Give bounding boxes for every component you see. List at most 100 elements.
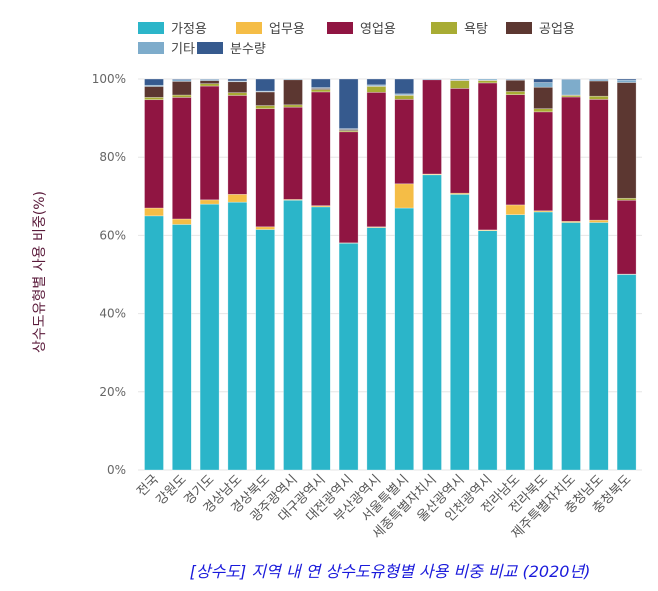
bar-segment-가정용 xyxy=(533,211,554,471)
legend-swatch xyxy=(138,42,164,54)
bar-segment-가정용 xyxy=(199,203,220,471)
bar-segment-영업용 xyxy=(394,99,415,185)
bar-segment-영업용 xyxy=(366,91,387,228)
bar-segment-욕탕 xyxy=(255,105,275,110)
bar-segment-공업용 xyxy=(172,81,192,96)
bar-segment-업무용 xyxy=(505,204,526,215)
bar-segment-기타 xyxy=(477,78,498,81)
bar-segment-영업용 xyxy=(144,99,164,209)
bar-segment-가정용 xyxy=(144,215,164,471)
bar-segment-공업용 xyxy=(283,79,303,106)
bar-segment-영업용 xyxy=(255,108,275,228)
bar-segment-가정용 xyxy=(505,214,526,471)
y-tick-label: 80% xyxy=(99,150,126,164)
bar-segment-업무용 xyxy=(227,194,248,203)
bar-segment-분수량 xyxy=(394,78,415,95)
legend-label: 기타 xyxy=(171,42,195,57)
bar-segment-기타 xyxy=(283,78,303,81)
bar-segment-공업용 xyxy=(144,86,164,98)
bar-segment-영업용 xyxy=(227,95,248,195)
y-tick-label: 0% xyxy=(107,463,126,477)
bar-segment-가정용 xyxy=(422,174,442,471)
bar-segment-영업용 xyxy=(449,88,470,194)
bar-segment-영업용 xyxy=(310,91,331,206)
y-tick-label: 20% xyxy=(99,385,126,399)
bar-segment-공업용 xyxy=(505,79,526,92)
bar-segment-영업용 xyxy=(561,96,581,222)
bar-segment-공업용 xyxy=(533,86,554,110)
bar-segment-가정용 xyxy=(255,229,275,471)
bar-segment-가정용 xyxy=(338,242,359,471)
bar-segment-영업용 xyxy=(533,111,554,212)
bar-segment-영업용 xyxy=(588,99,609,221)
bar-segment-영업용 xyxy=(338,131,359,244)
legend-swatch xyxy=(138,22,164,34)
bar-segment-가정용 xyxy=(477,230,498,471)
bar-segment-욕탕 xyxy=(227,92,248,96)
bar-segment-공업용 xyxy=(255,91,275,106)
legend-label: 가정용 xyxy=(171,22,207,37)
bar-segment-기타 xyxy=(422,78,442,81)
bar-segment-기타 xyxy=(449,78,470,81)
bar-segment-욕탕 xyxy=(172,94,192,98)
bar-segment-욕탕 xyxy=(310,89,331,93)
bar-segment-영업용 xyxy=(477,82,498,231)
bar-segment-업무용 xyxy=(199,199,220,205)
bar-segment-가정용 xyxy=(310,206,331,471)
bar-segment-분수량 xyxy=(533,78,554,83)
bar-segment-욕탕 xyxy=(505,91,526,95)
bar-segment-영업용 xyxy=(505,94,526,206)
y-tick-label: 40% xyxy=(99,307,126,321)
bar-segment-욕탕 xyxy=(533,108,554,113)
bar-segment-분수량 xyxy=(338,78,359,129)
bar-segment-업무용 xyxy=(144,207,164,217)
bar-segment-업무용 xyxy=(394,183,415,209)
bar-segment-영업용 xyxy=(172,97,192,220)
bar-segment-기타 xyxy=(533,82,554,88)
legend-swatch xyxy=(197,42,223,54)
y-axis-label: 상수도유형별 사용 비중(%) xyxy=(32,191,48,353)
x-tick-label: 강원도 xyxy=(154,472,190,508)
bar-segment-공업용 xyxy=(227,81,248,93)
bar-segment-영업용 xyxy=(616,199,637,275)
chart-title: [상수도] 지역 내 연 상수도유형별 사용 비중 비교 (2020년) xyxy=(189,562,591,581)
bar-segment-분수량 xyxy=(255,78,275,92)
bar-segment-분수량 xyxy=(172,78,192,81)
bar-segment-욕탕 xyxy=(144,97,164,101)
bar-segment-공업용 xyxy=(616,82,637,199)
y-tick-label: 100% xyxy=(92,72,126,86)
bar-segment-분수량 xyxy=(366,78,387,86)
bar-segment-가정용 xyxy=(561,222,581,471)
y-tick-label: 60% xyxy=(99,228,126,242)
legend-swatch xyxy=(327,22,353,34)
legend-swatch xyxy=(236,22,262,34)
bar-segment-분수량 xyxy=(144,78,164,86)
legend-label: 욕탕 xyxy=(464,22,488,37)
bar-segment-욕탕 xyxy=(394,95,415,100)
bar-segment-가정용 xyxy=(616,274,637,471)
bar-segment-가정용 xyxy=(394,207,415,471)
bar-segment-분수량 xyxy=(227,78,248,82)
bar-segment-가정용 xyxy=(588,222,609,471)
legend-swatch xyxy=(431,22,457,34)
legend-label: 영업용 xyxy=(360,22,396,37)
bar-segment-업무용 xyxy=(588,219,609,223)
bar-segment-기타 xyxy=(616,79,637,83)
bar-segment-분수량 xyxy=(310,78,331,88)
legend-label: 업무용 xyxy=(269,22,305,37)
legend-label: 공업용 xyxy=(539,22,575,37)
bar-segment-업무용 xyxy=(172,218,192,225)
legend-label: 분수량 xyxy=(230,42,266,57)
bar-segment-영업용 xyxy=(422,79,442,175)
bar-segment-영업용 xyxy=(199,85,220,201)
bar-segment-업무용 xyxy=(255,226,275,230)
bar-segment-가정용 xyxy=(172,224,192,471)
bar-segment-공업용 xyxy=(199,80,220,84)
bar-segment-기타 xyxy=(561,79,581,96)
legend-swatch xyxy=(506,22,532,34)
bar-segment-욕탕 xyxy=(366,86,387,93)
bar-segment-욕탕 xyxy=(588,95,609,100)
bar-segment-가정용 xyxy=(366,227,387,471)
